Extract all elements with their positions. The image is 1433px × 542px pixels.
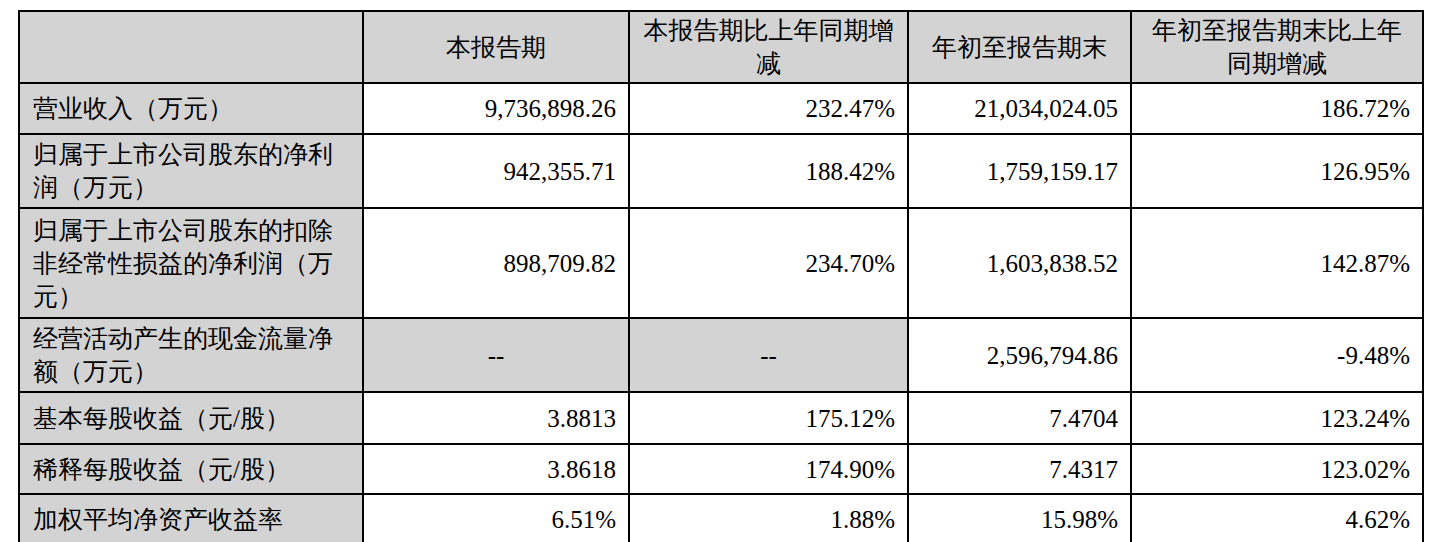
financial-summary-table: 本报告期 本报告期比上年同期增减 年初至报告期末 年初至报告期末比上年同期增减 …: [18, 10, 1424, 542]
cell-value-na: --: [629, 318, 908, 392]
header-cell-ytd-yoy: 年初至报告期末比上年同期增减: [1131, 11, 1423, 83]
cell-value: 7.4317: [908, 444, 1131, 494]
cell-value: 9,736,898.26: [363, 83, 629, 134]
row-label: 营业收入（万元）: [19, 83, 363, 134]
cell-value: 175.12%: [629, 392, 908, 444]
table-row: 加权平均净资产收益率 6.51% 1.88% 15.98% 4.62%: [19, 494, 1423, 542]
cell-value: -9.48%: [1131, 318, 1423, 392]
table-row: 基本每股收益（元/股） 3.8813 175.12% 7.4704 123.24…: [19, 392, 1423, 444]
row-label: 稀释每股收益（元/股）: [19, 444, 363, 494]
cell-value: 186.72%: [1131, 83, 1423, 134]
cell-value: 6.51%: [363, 494, 629, 542]
row-label: 归属于上市公司股东的净利润（万元）: [19, 134, 363, 208]
cell-value: 174.90%: [629, 444, 908, 494]
header-cell-indicator: [19, 11, 363, 83]
cell-value: 232.47%: [629, 83, 908, 134]
table-row: 稀释每股收益（元/股） 3.8618 174.90% 7.4317 123.02…: [19, 444, 1423, 494]
header-row: 本报告期 本报告期比上年同期增减 年初至报告期末 年初至报告期末比上年同期增减: [19, 11, 1423, 83]
cell-value: 1,603,838.52: [908, 208, 1131, 318]
row-label: 基本每股收益（元/股）: [19, 392, 363, 444]
cell-value: 142.87%: [1131, 208, 1423, 318]
header-cell-ytd: 年初至报告期末: [908, 11, 1131, 83]
cell-value: 3.8813: [363, 392, 629, 444]
cell-value: 15.98%: [908, 494, 1131, 542]
cell-value: 1,759,159.17: [908, 134, 1131, 208]
table-row: 经营活动产生的现金流量净额（万元） -- -- 2,596,794.86 -9.…: [19, 318, 1423, 392]
cell-value: 1.88%: [629, 494, 908, 542]
row-label: 归属于上市公司股东的扣除非经常性损益的净利润（万元）: [19, 208, 363, 318]
header-cell-current-period: 本报告期: [363, 11, 629, 83]
row-label: 加权平均净资产收益率: [19, 494, 363, 542]
cell-value: 942,355.71: [363, 134, 629, 208]
cell-value: 4.62%: [1131, 494, 1423, 542]
cell-value: 126.95%: [1131, 134, 1423, 208]
cell-value: 234.70%: [629, 208, 908, 318]
cell-value: 123.02%: [1131, 444, 1423, 494]
cell-value: 123.24%: [1131, 392, 1423, 444]
cell-value: 898,709.82: [363, 208, 629, 318]
cell-value: 3.8618: [363, 444, 629, 494]
table-row: 营业收入（万元） 9,736,898.26 232.47% 21,034,024…: [19, 83, 1423, 134]
cell-value: 2,596,794.86: [908, 318, 1131, 392]
header-cell-current-period-yoy: 本报告期比上年同期增减: [629, 11, 908, 83]
cell-value: 21,034,024.05: [908, 83, 1131, 134]
table-row: 归属于上市公司股东的扣除非经常性损益的净利润（万元） 898,709.82 23…: [19, 208, 1423, 318]
row-label: 经营活动产生的现金流量净额（万元）: [19, 318, 363, 392]
cell-value: 188.42%: [629, 134, 908, 208]
cell-value-na: --: [363, 318, 629, 392]
cell-value: 7.4704: [908, 392, 1131, 444]
table-row: 归属于上市公司股东的净利润（万元） 942,355.71 188.42% 1,7…: [19, 134, 1423, 208]
